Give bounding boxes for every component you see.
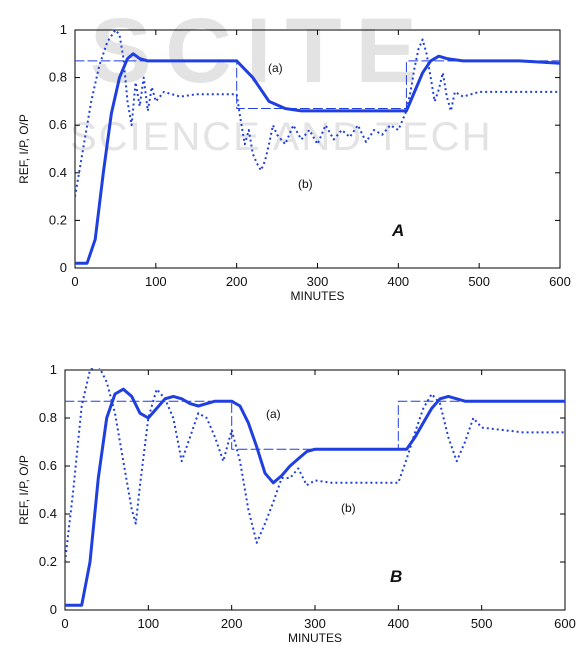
x-tick-label: 300 — [307, 274, 329, 289]
x-tick-label: 500 — [468, 274, 490, 289]
series-output-solid — [75, 52, 560, 265]
series-reference-dashed — [65, 400, 565, 450]
x-axis-label: MINUTES — [288, 631, 342, 645]
watermark-line1: SCITE — [90, 0, 431, 102]
x-tick-label: 100 — [137, 616, 159, 631]
x-tick-label: 0 — [61, 616, 68, 631]
panel-label: B — [390, 567, 402, 586]
y-tick-label: 0.4 — [49, 165, 67, 180]
annotation-label: (b) — [298, 177, 313, 191]
y-axis-label: REF, I/P, O/P — [17, 114, 31, 184]
series-group — [75, 29, 560, 265]
x-tick-label: 300 — [304, 616, 326, 631]
series-input-dotted — [65, 368, 565, 563]
y-tick-label: 0 — [50, 602, 57, 617]
x-tick-label: 200 — [221, 616, 243, 631]
series-group — [65, 368, 565, 607]
y-tick-label: 0.2 — [39, 554, 57, 569]
watermark: SCITE SCIENCE AND TECH — [70, 0, 492, 159]
y-tick-label: 0.2 — [49, 212, 67, 227]
series-output-solid — [65, 387, 565, 607]
x-axis-label: MINUTES — [291, 289, 345, 303]
y-axis-label: REF, I/P, O/P — [17, 455, 31, 525]
x-tick-label: 400 — [387, 274, 409, 289]
chart-panel-a: 0 100 200 300 400 500 600 0 0.2 0.4 0.6 0.8 1 MINUTES… — [17, 22, 571, 303]
chart-panel-b: 0 100 200 300 400 500 600 0 0.2 0.4 0.6 0.8 1 MINUTES… — [17, 362, 576, 645]
y-tick-label: 0.6 — [39, 458, 57, 473]
annotation-label: (b) — [341, 501, 356, 515]
y-tick-label: 0 — [60, 260, 67, 275]
annotation-label: (a) — [266, 407, 281, 421]
y-tick-label: 0.6 — [49, 117, 67, 132]
y-tick-label: 1 — [60, 22, 67, 37]
panel-label: A — [391, 221, 404, 240]
series-input-dotted — [75, 29, 560, 197]
x-tick-label: 0 — [71, 274, 78, 289]
y-tick-label: 0.8 — [39, 410, 57, 425]
y-tick-label: 0.8 — [49, 70, 67, 85]
annotation-label: (a) — [268, 61, 283, 75]
x-tick-label: 400 — [387, 616, 409, 631]
x-tick-label: 100 — [145, 274, 167, 289]
x-tick-label: 600 — [554, 616, 576, 631]
y-tick-label: 1 — [50, 362, 57, 377]
x-tick-label: 200 — [226, 274, 248, 289]
x-tick-label: 500 — [471, 616, 493, 631]
x-tick-label: 600 — [549, 274, 571, 289]
y-tick-label: 0.4 — [39, 506, 57, 521]
watermark-line2: SCIENCE AND TECH — [70, 115, 492, 159]
